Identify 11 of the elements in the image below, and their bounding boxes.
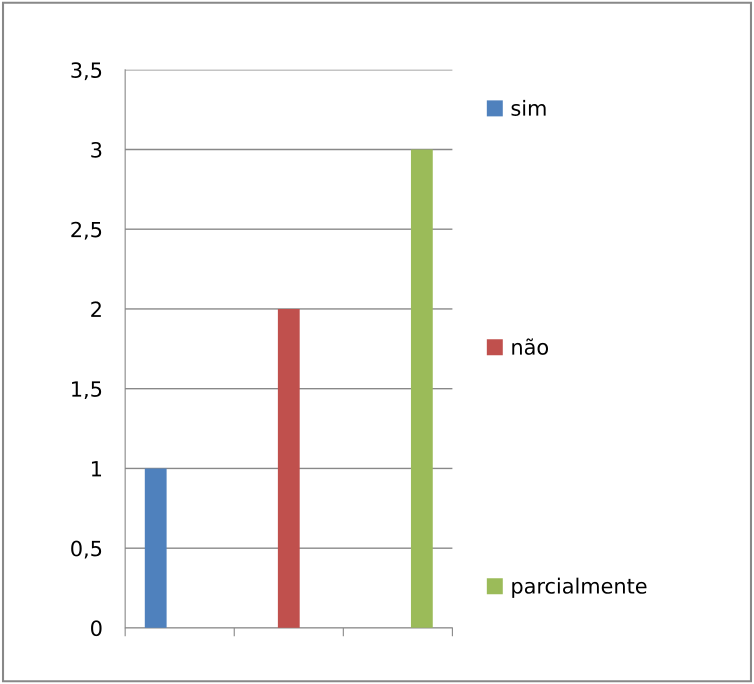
y-tick-label: 1,5	[72, 381, 102, 400]
legend-label: não	[512, 338, 548, 355]
y-tick-label: 2	[91, 301, 101, 317]
y-tick-label: 1	[92, 461, 102, 476]
y-tick-label: 0,5	[71, 540, 102, 559]
legend-label: parcialmente	[512, 578, 647, 598]
y-tick-label: 3	[91, 142, 102, 158]
legend-label: sim	[512, 100, 546, 116]
y-tick-label: 2,5	[71, 222, 102, 240]
y-tick-label: 3,5	[71, 62, 102, 80]
y-tick-label: 0	[91, 620, 102, 636]
